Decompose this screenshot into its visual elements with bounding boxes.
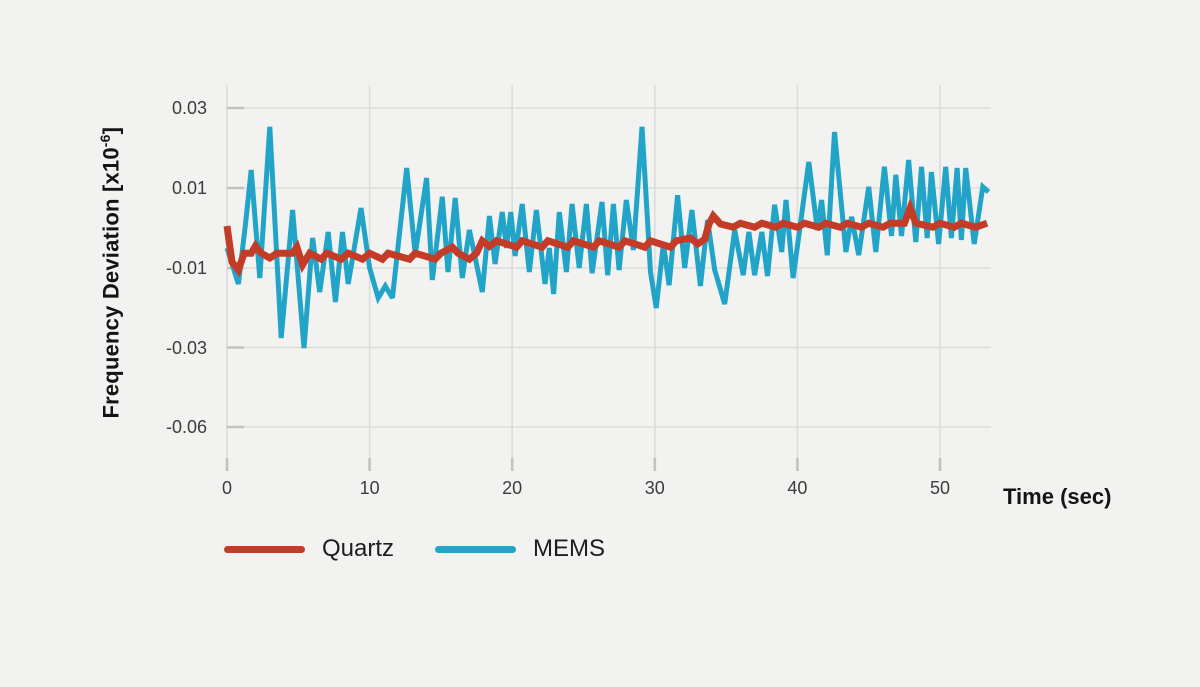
mems-line-swatch-icon — [435, 545, 517, 553]
quartz-series-line — [223, 198, 989, 278]
x-tick-label: 30 — [644, 478, 665, 498]
y-tick-label: 0.03 — [171, 98, 207, 118]
legend-item-quartz: Quartz — [224, 535, 394, 563]
y-tick-label: 0.01 — [171, 178, 207, 198]
x-axis-title: Time (sec) — [1003, 484, 1112, 509]
y-tick-label: -0.03 — [165, 337, 207, 358]
quartz-line-swatch-icon — [224, 545, 305, 553]
y-axis-title-text: Frequency Deviation [x10 — [98, 147, 124, 419]
y-tick-label: -0.06 — [165, 417, 207, 437]
x-tick-label: 10 — [359, 478, 380, 498]
legend-label-mems: MEMS — [533, 535, 606, 562]
x-tick-label: 20 — [502, 478, 523, 498]
y-axis-title-bracket: ] — [98, 127, 124, 135]
x-tick-label: 50 — [929, 478, 951, 498]
y-axis-title: Frequency Deviation [x10-6] — [97, 127, 124, 419]
legend-label-quartz: Quartz — [322, 535, 395, 562]
mems-series-line — [224, 126, 991, 349]
x-tick-label: 40 — [787, 478, 808, 498]
legend-item-mems: MEMS — [435, 535, 605, 563]
y-axis-title-exponent: -6 — [97, 134, 114, 148]
x-tick-label: 0 — [221, 478, 232, 498]
y-tick-label: -0.01 — [165, 258, 207, 278]
legend: Quartz MEMS — [224, 535, 605, 563]
